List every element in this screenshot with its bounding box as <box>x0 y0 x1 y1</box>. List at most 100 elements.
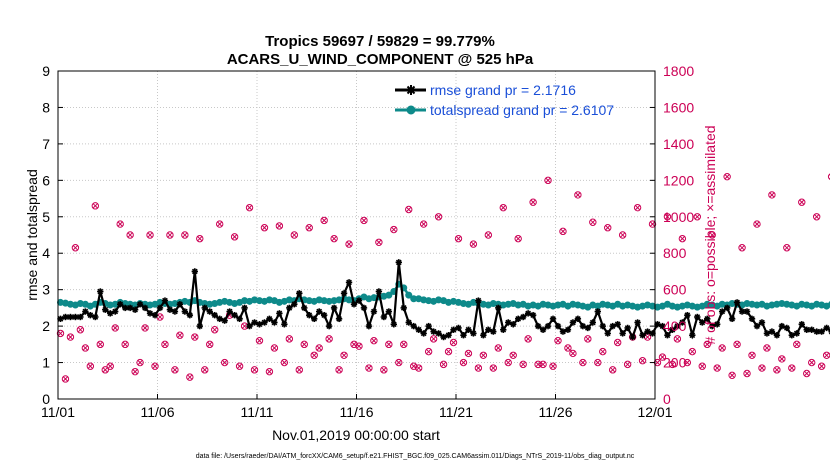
y-left-tick-label: 6 <box>42 172 50 188</box>
obs-count-point <box>444 347 453 356</box>
rmse-point <box>793 330 800 337</box>
rmse-point <box>733 299 741 306</box>
rmse-point <box>465 326 472 333</box>
obs-count-point <box>390 225 398 234</box>
y-right-tick-label: 1600 <box>663 99 694 115</box>
obs-count-point <box>827 173 830 181</box>
obs-count-point <box>295 366 303 374</box>
rmse-point <box>350 301 358 308</box>
obs-count-point <box>589 218 597 226</box>
rmse-point <box>485 326 492 333</box>
obs-count-point <box>688 347 697 356</box>
rmse-point <box>574 315 582 323</box>
obs-count-point <box>683 358 692 367</box>
rmse-point <box>306 311 313 319</box>
y-right-tick-label: 1000 <box>663 209 694 225</box>
rmse-point <box>534 322 542 330</box>
rmse-point <box>186 311 194 319</box>
rmse-point <box>271 319 278 326</box>
y-right-tick-label: 1200 <box>663 172 694 188</box>
obs-count-point <box>176 331 184 339</box>
rmse-point <box>296 290 303 297</box>
obs-count-point <box>599 347 607 356</box>
obs-count-point <box>280 358 289 367</box>
obs-count-point <box>335 366 343 374</box>
obs-count-point <box>673 335 682 343</box>
obs-count-point <box>414 364 423 372</box>
obs-count-point <box>345 240 353 248</box>
obs-count-point <box>434 213 443 221</box>
obs-count-point <box>325 335 333 343</box>
rmse-point <box>629 333 636 341</box>
obs-count-point <box>748 351 756 359</box>
obs-count-point <box>549 362 557 370</box>
obs-count-point <box>121 340 129 349</box>
obs-count-point <box>529 198 537 206</box>
rmse-point <box>405 319 412 326</box>
rmse-point <box>345 279 353 286</box>
rmse-point <box>639 332 646 339</box>
chart-title: Tropics 59697 / 59829 = 99.779% <box>265 33 495 50</box>
obs-count-point <box>186 373 194 381</box>
obs-count-point <box>454 234 463 243</box>
rmse-point <box>320 311 328 319</box>
obs-count-point <box>698 362 706 370</box>
rmse-point <box>634 319 641 326</box>
rmse-point <box>495 304 502 312</box>
obs-count-point <box>171 366 179 374</box>
obs-count-point <box>693 213 701 221</box>
obs-count-point <box>91 202 100 210</box>
obs-count-point <box>768 191 776 199</box>
y-right-tick-label: 800 <box>663 245 687 261</box>
rmse-point <box>121 304 129 312</box>
rmse-point <box>748 315 756 323</box>
rmse-point <box>87 311 94 319</box>
rmse-point <box>460 332 467 339</box>
rmse-point <box>315 308 323 315</box>
rmse-point <box>753 322 761 330</box>
legend: rmse grand pr = 2.1716 totalspread grand… <box>395 82 614 118</box>
obs-count-point <box>822 351 830 359</box>
obs-count-point <box>395 358 403 367</box>
obs-count-point <box>579 358 587 367</box>
x-tick-label: 11/06 <box>141 404 175 420</box>
rmse-point <box>808 326 815 333</box>
rmse-point <box>445 332 452 339</box>
obs-count-point <box>131 367 139 376</box>
obs-count-point <box>817 362 826 370</box>
obs-count-point <box>126 231 134 239</box>
rmse-point <box>654 321 661 328</box>
rmse-point <box>385 308 393 315</box>
obs-count-point <box>718 344 726 352</box>
obs-count-point <box>584 335 592 343</box>
obs-count-point <box>250 366 259 374</box>
rmse-point <box>291 301 298 308</box>
rmse-point <box>519 313 527 321</box>
obs-count-series <box>56 172 830 383</box>
rmse-point <box>589 319 597 326</box>
rmse-point <box>644 328 651 335</box>
rmse-point <box>689 332 696 339</box>
obs-count-point <box>618 231 627 239</box>
rmse-point <box>112 308 119 315</box>
rmse-point <box>674 322 681 330</box>
obs-count-point <box>360 216 368 225</box>
obs-count-point <box>469 240 478 248</box>
y-right-tick-label: 0 <box>663 391 671 407</box>
rmse-point <box>141 304 149 312</box>
obs-count-point <box>609 366 617 374</box>
x-tick-label: 11/11 <box>241 404 274 420</box>
y-left-tick-label: 9 <box>42 63 50 79</box>
obs-count-point <box>56 329 65 338</box>
rmse-point <box>480 332 487 339</box>
rmse-point <box>798 321 805 328</box>
rmse-point <box>330 304 338 312</box>
rmse-point <box>788 332 796 339</box>
y-axis-left-ticks: 0 1 2 3 4 5 6 7 8 9 <box>42 63 63 407</box>
rmse-point <box>430 328 437 335</box>
obs-count-point <box>663 213 672 221</box>
obs-count-point <box>96 340 104 349</box>
obs-count-point <box>215 220 224 228</box>
rmse-point <box>435 330 442 337</box>
rmse-point <box>723 304 731 312</box>
